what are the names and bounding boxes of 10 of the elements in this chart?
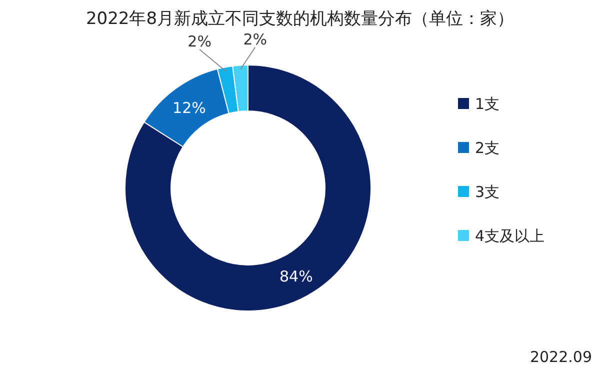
data-label: 2% (243, 30, 268, 48)
data-label: 84% (280, 268, 313, 286)
legend-label: 1支 (475, 95, 500, 113)
chart-title: 2022年8月新成立不同支数的机构数量分布（单位：家） (86, 9, 514, 29)
text: 2022.09 (530, 348, 592, 366)
data-label: 2% (188, 32, 212, 50)
legend-label: 3支 (475, 183, 500, 201)
legend-label: 2支 (475, 139, 500, 157)
legend-label: 4支及以上 (475, 227, 545, 245)
data-label: 12% (172, 99, 206, 118)
